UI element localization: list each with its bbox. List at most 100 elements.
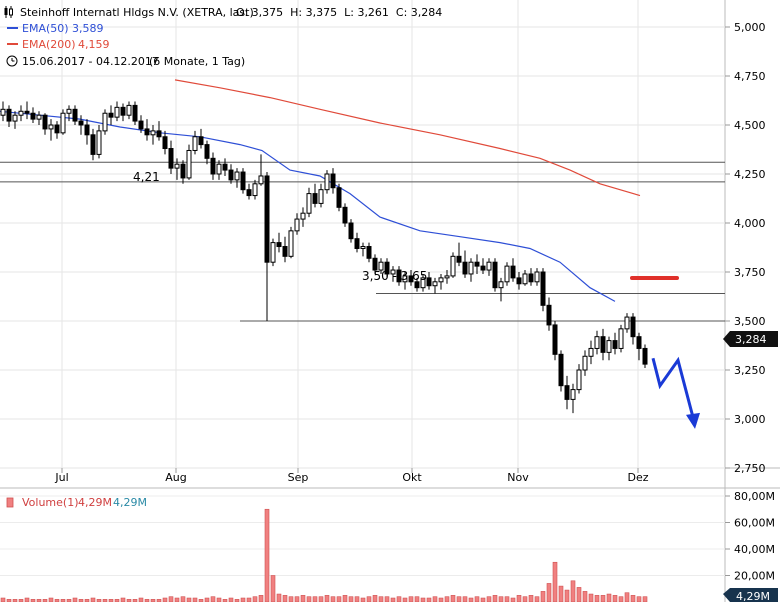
candle-body [582,355,588,371]
candle-body [306,193,312,214]
candle-body [564,385,570,400]
volume-bar [636,596,642,603]
candle-body [42,114,48,130]
volume-bar [612,595,618,603]
volume-bar [444,596,450,603]
candle-body [594,336,600,349]
candle-body [438,277,444,283]
volume-bar [642,596,648,603]
volume-bar [300,595,306,603]
volume-bar [180,596,186,603]
volume-bar [48,597,54,603]
volume-bar [264,508,270,603]
candle-body [450,255,456,277]
volume-bar [528,595,534,603]
x-tick-label: Aug [165,471,186,484]
candle-body [120,106,126,116]
time-axis-ticks: Jul Aug Sep Okt Nov Dez [54,468,649,484]
candle-body [324,173,330,191]
x-tick-label: Sep [288,471,309,484]
candle-body [108,112,114,118]
volume-bar [168,596,174,603]
candle-body [366,246,372,259]
candle-body [588,347,594,357]
candlestick-icon [4,6,13,18]
candle-body [72,108,78,122]
volume-bar [558,585,564,603]
volume-bar [432,596,438,603]
volume-tick-label: 80,00M [734,490,775,503]
candle-body [276,242,282,248]
candle-body [216,163,222,175]
candle-body [414,281,420,289]
volume-bar [426,597,432,603]
volume-bar [576,587,582,603]
volume-bar [360,597,366,603]
volume-value-blue: 4,29M [113,496,147,509]
volume-bars [0,508,648,603]
volume-bar [504,596,510,603]
candle-body [222,163,228,171]
candle-body [174,163,180,169]
volume-bar [540,591,546,603]
x-tick-label: Okt [402,471,422,484]
candle-body [198,136,204,146]
ema50-label: EMA(50) [22,22,69,35]
clock-icon [6,55,18,67]
support-annotation: 4,21 [133,170,160,184]
candle-body [126,104,132,116]
candle-body [84,124,90,136]
candle-body [456,255,462,263]
volume-bar [570,580,576,603]
candle-body [600,336,606,353]
volume-bar [450,595,456,603]
volume-bar [192,597,198,603]
candle-body [300,212,306,220]
volume-bar [456,596,462,603]
candle-body [444,275,450,279]
volume-bar [120,597,126,603]
volume-bar [546,583,552,603]
candle-body [426,277,432,287]
candle-body [186,149,192,179]
ohlc-values: O: 3,375 H: 3,375 L: 3,261 C: 3,284 [236,6,442,19]
y-tick-label: 3,250 [734,364,766,377]
candle-body [66,108,72,114]
x-tick-label: Dez [627,471,648,484]
ema50-series [0,110,616,302]
volume-bar [378,596,384,603]
candle-body [78,120,84,126]
volume-bar [396,596,402,603]
candle-body [504,265,510,283]
volume-bar [594,595,600,603]
chart-legend: Steinhoff Internatl Hldgs N.V. (XETRA, l… [4,6,442,68]
candle-body [210,157,216,175]
volume-bar [294,596,300,603]
volume-bar [606,593,612,603]
volume-bar [72,597,78,603]
candle-body [492,261,498,289]
volume-bar [534,596,540,603]
candle-body [546,304,552,326]
candle-body [552,324,558,355]
candle-body [90,134,96,155]
volume-bar [492,595,498,603]
candle-body [150,130,156,136]
price-axis-ticks: 5,000 4,750 4,500 4,250 4,000 3,750 3,500 3,250… [725,21,766,475]
volume-bar [630,595,636,603]
candle-body [288,230,294,257]
current-price-badge: 3,284 [723,331,778,347]
volume-bar [618,596,624,603]
ema200-swatch [7,43,18,45]
ema50-line [0,110,616,302]
candle-body [618,328,624,349]
volume-bar [624,592,630,603]
candle-body [540,271,546,306]
candle-body [258,175,264,185]
y-tick-label: 4,500 [734,119,766,132]
volume-bar [240,597,246,603]
candle-body [54,124,60,134]
candle-body [138,120,144,130]
y-tick-label: 4,750 [734,70,766,83]
candle-body [336,187,342,208]
